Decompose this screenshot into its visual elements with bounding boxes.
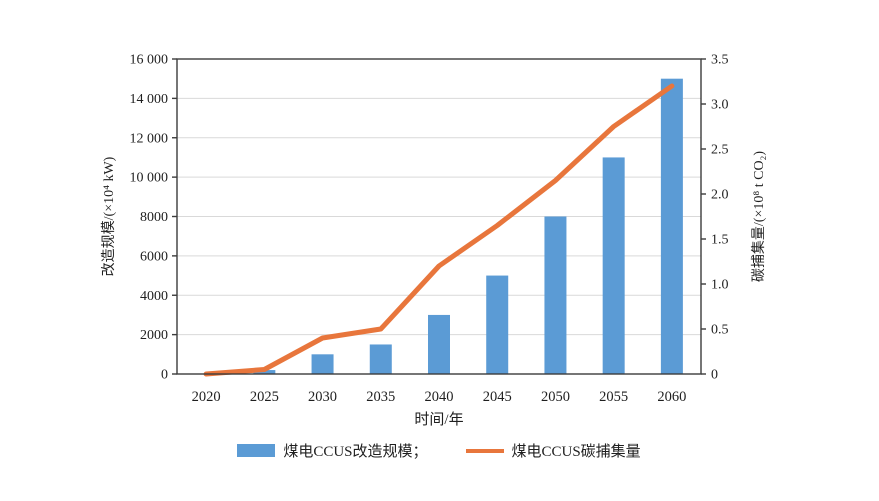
y-axis-left-tick-label: 4000 bbox=[140, 289, 168, 304]
legend-label-bar-series: 煤电CCUS改造规模； bbox=[283, 444, 428, 460]
bar bbox=[253, 370, 276, 374]
bar bbox=[428, 314, 450, 374]
y-axis-left-tick-label: 12 000 bbox=[130, 131, 169, 146]
x-axis-tick-label: 2030 bbox=[308, 389, 337, 405]
bar bbox=[311, 354, 334, 374]
y-axis-right-tick-label: 1.0 bbox=[711, 278, 729, 293]
y-axis-left-tick-label: 16 000 bbox=[130, 53, 169, 68]
x-axis-tick-label: 2060 bbox=[657, 389, 686, 405]
y-axis-left-tick-label: 6000 bbox=[140, 249, 168, 264]
y-axis-right-tick-label: 0 bbox=[711, 368, 718, 383]
y-axis-left-tick-label: 0 bbox=[161, 368, 168, 383]
y-axis-left-tick-label: 14 000 bbox=[130, 92, 169, 107]
y-axis-left-tick-label: 2000 bbox=[140, 328, 168, 343]
y-axis-right-tick-label: 1.5 bbox=[711, 233, 729, 248]
x-axis-title: 时间/年 bbox=[414, 411, 463, 428]
x-axis-tick-label: 2045 bbox=[483, 389, 512, 405]
y-axis-left-tick-label: 10 000 bbox=[130, 171, 169, 186]
x-axis-tick-label: 2050 bbox=[541, 389, 570, 405]
bar bbox=[602, 157, 625, 374]
legend: 煤电CCUS改造规模； 煤电CCUS碳捕集量 bbox=[177, 440, 701, 461]
x-axis-tick-label: 2025 bbox=[250, 389, 279, 405]
y-axis-right-title: 碳捕集量/(×10⁸ t CO₂) bbox=[750, 151, 767, 283]
y-axis-right-tick-label: 2.0 bbox=[711, 188, 729, 203]
bar-series-swatch bbox=[237, 444, 276, 457]
y-axis-right-tick-label: 3.5 bbox=[711, 53, 729, 68]
data-line bbox=[203, 83, 675, 377]
y-axis-right-tick-label: 3.0 bbox=[711, 98, 729, 113]
y-axis-right-tick-label: 2.5 bbox=[711, 143, 729, 158]
bar bbox=[486, 275, 509, 374]
legend-item-bar-series: 煤电CCUS改造规模； bbox=[237, 440, 428, 461]
x-axis-tick-label: 2035 bbox=[366, 389, 395, 405]
line-series-swatch bbox=[465, 448, 504, 453]
x-axis-tick-label: 2020 bbox=[192, 389, 221, 405]
x-axis-tick-label: 2040 bbox=[425, 389, 454, 405]
legend-item-line-series: 煤电CCUS碳捕集量 bbox=[465, 440, 641, 461]
x-axis-tick-label: 2055 bbox=[599, 389, 628, 405]
bar bbox=[369, 344, 392, 374]
y-axis-right-tick-label: 0.5 bbox=[711, 323, 729, 338]
bar bbox=[544, 216, 567, 374]
y-axis-left-title: 改造规模/(×10⁴ kW) bbox=[101, 156, 117, 276]
bar bbox=[660, 78, 683, 374]
y-axis-left-tick-label: 8000 bbox=[140, 210, 168, 225]
legend-label-line-series: 煤电CCUS碳捕集量 bbox=[511, 444, 641, 460]
